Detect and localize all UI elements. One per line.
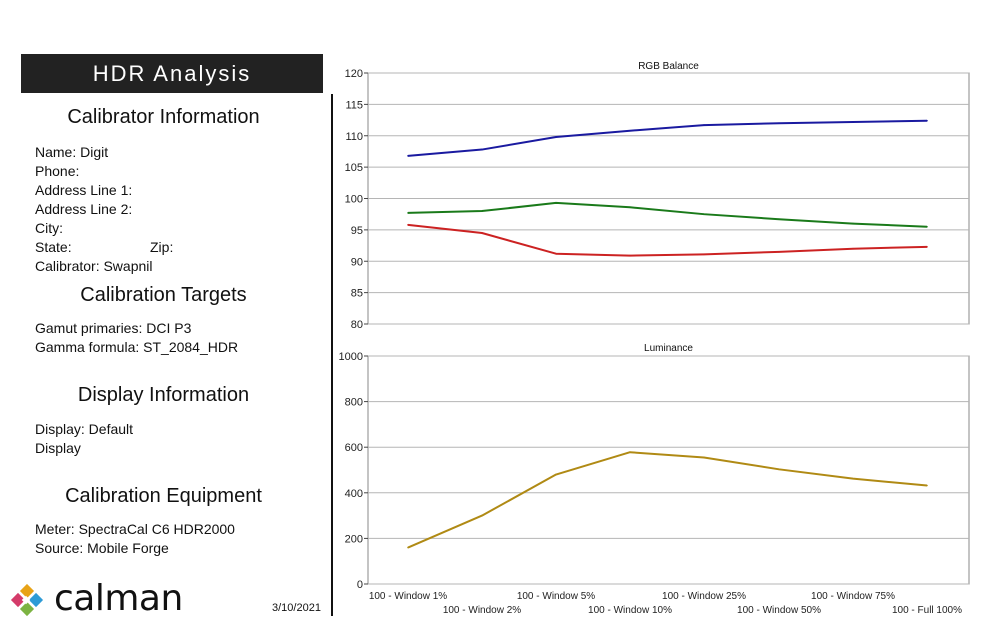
- rgb-data-point: [407, 155, 409, 157]
- luminance-data-point: [778, 468, 780, 471]
- calibrator-city: City:: [35, 220, 63, 236]
- rgb-data-point: [407, 212, 409, 214]
- rgb-data-point: [852, 222, 854, 225]
- calibrator-address1: Address Line 1:: [35, 182, 133, 198]
- calibrator-info-title: Calibrator Information: [67, 106, 260, 128]
- luminance-plot-frame: [367, 355, 970, 585]
- rgb-data-point: [778, 251, 780, 253]
- rgb-y-tick-label: 80: [351, 319, 363, 331]
- rgb-data-point: [778, 122, 780, 124]
- rgb-data-point: [926, 119, 928, 122]
- luminance-y-tick-label: 0: [357, 579, 363, 591]
- meter-info: Meter: SpectraCal C6 HDR2000: [35, 521, 235, 537]
- rgb-data-point: [703, 213, 705, 215]
- rgb-y-tick-label: 120: [345, 68, 363, 80]
- calibrator-address2: Address Line 2:: [35, 201, 133, 217]
- rgb-y-tick-label: 85: [351, 288, 363, 300]
- display-name: Display: Default: [35, 421, 134, 437]
- rgb-data-point: [703, 253, 705, 256]
- rgb-y-tick-label: 90: [351, 256, 363, 268]
- report-date: 3/10/2021: [272, 602, 321, 614]
- source-info: Source: Mobile Forge: [35, 540, 169, 556]
- calman-logo-text: calman: [54, 578, 183, 619]
- calibrator-person: Calibrator: Swapnil: [35, 258, 153, 274]
- luminance-y-tick-label: 400: [345, 488, 363, 500]
- rgb-series-line-3: [407, 223, 928, 257]
- rgb-data-point: [407, 224, 409, 226]
- luminance-data-point: [407, 546, 409, 549]
- rgb-data-point: [778, 218, 780, 221]
- calibrator-state: State:: [35, 239, 72, 255]
- rgb-y-tick-label: 105: [345, 162, 363, 174]
- rgb-chart-title: RGB Balance: [638, 61, 699, 72]
- display-type: Display: [35, 440, 81, 456]
- rgb-data-point: [555, 202, 557, 204]
- gamma-formula: Gamma formula: ST_2084_HDR: [35, 339, 239, 355]
- luminance-x-tick-label: 100 - Window 5%: [517, 591, 595, 602]
- calman-logo: calman: [8, 578, 183, 620]
- luminance-x-tick-label: 100 - Window 75%: [811, 591, 895, 602]
- luminance-x-tick-label: 100 - Full 100%: [892, 605, 962, 616]
- rgb-data-point: [629, 254, 631, 257]
- rgb-data-point: [852, 247, 854, 250]
- luminance-y-tick-label: 800: [345, 397, 363, 409]
- gamut-primaries: Gamut primaries: DCI P3: [35, 320, 192, 336]
- report-title: HDR Analysis: [21, 54, 323, 93]
- display-info-title: Display Information: [77, 384, 250, 406]
- rgb-y-tick-label: 110: [345, 131, 363, 143]
- rgb-data-point: [703, 124, 705, 126]
- rgb-data-point: [555, 136, 557, 138]
- rgb-data-point: [481, 210, 483, 212]
- luminance-data-point: [629, 451, 631, 454]
- luminance-data-point: [703, 456, 705, 459]
- rgb-data-point: [481, 232, 483, 234]
- calman-diamond-icon: [10, 583, 44, 617]
- rgb-data-point: [481, 148, 483, 151]
- luminance-chart-title: Luminance: [644, 343, 693, 354]
- rgb-y-tick-label: 115: [345, 99, 363, 111]
- calibration-equipment-title: Calibration Equipment: [65, 485, 262, 507]
- rgb-y-tick-label: 95: [351, 225, 363, 237]
- luminance-x-tick-label: 100 - Window 10%: [588, 605, 672, 616]
- rgb-y-tick-label: 100: [345, 194, 363, 206]
- luminance-data-point: [481, 514, 483, 517]
- luminance-y-tick-label: 600: [345, 442, 363, 454]
- luminance-data-point: [852, 477, 854, 480]
- calibrator-phone: Phone:: [35, 163, 80, 179]
- rgb-series-line-2: [407, 201, 928, 228]
- rgb-series-line-1: [407, 119, 928, 157]
- luminance-x-tick-label: 100 - Window 50%: [737, 605, 821, 616]
- vertical-divider: [331, 94, 333, 616]
- rgb-data-point: [852, 121, 854, 123]
- rgb-data-point: [555, 252, 557, 255]
- luminance-x-tick-label: 100 - Window 1%: [369, 591, 447, 602]
- calibration-targets-title: Calibration Targets: [80, 284, 247, 306]
- luminance-x-tick-label: 100 - Window 25%: [662, 591, 746, 602]
- rgb-data-point: [629, 206, 631, 209]
- luminance-data-point: [926, 484, 928, 487]
- luminance-data-point: [555, 473, 557, 476]
- rgb-data-point: [926, 246, 928, 248]
- calibrator-zip: Zip:: [150, 239, 174, 255]
- calibrator-name: Name: Digit: [35, 144, 109, 160]
- luminance-x-tick-label: 100 - Window 2%: [443, 605, 521, 616]
- luminance-y-tick-label: 1000: [339, 351, 363, 363]
- rgb-data-point: [629, 129, 631, 132]
- luminance-series-line-1: [407, 451, 928, 549]
- luminance-y-tick-label: 200: [345, 533, 363, 545]
- rgb-data-point: [926, 225, 928, 228]
